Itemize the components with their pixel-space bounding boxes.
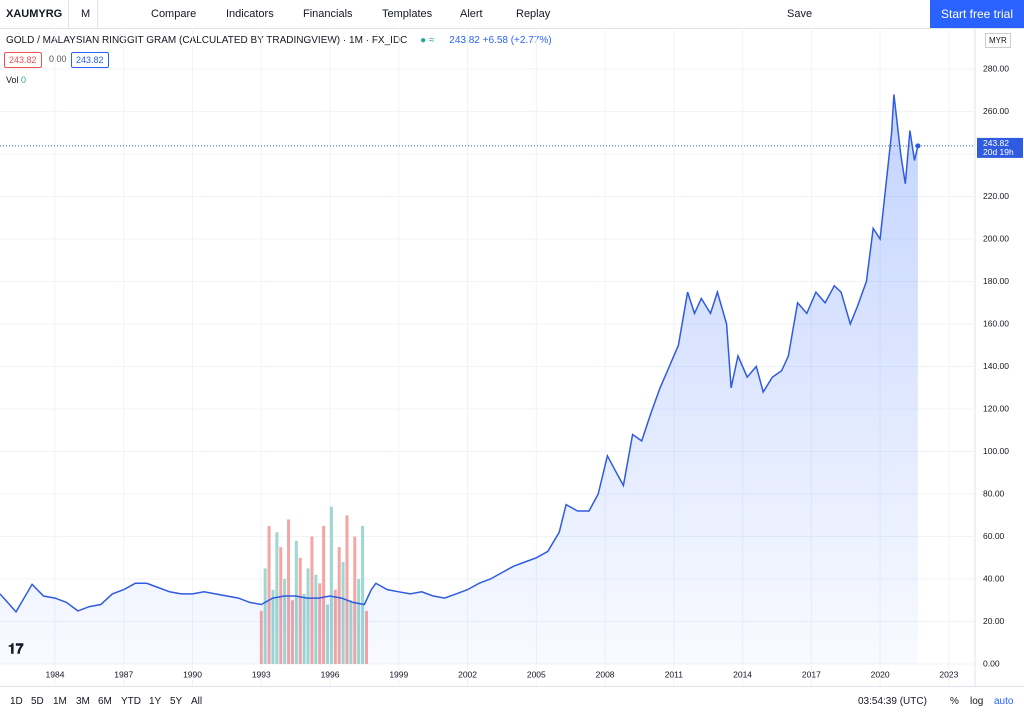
range-button[interactable]: 5Y bbox=[170, 696, 183, 707]
status: ● ≈ bbox=[420, 35, 435, 46]
volume-bar bbox=[267, 525, 271, 665]
symbol-name: GOLD / MALAYSIAN RINGGIT GRAM (CALCULATE… bbox=[6, 35, 341, 46]
x-tick-label: 2002 bbox=[458, 669, 477, 679]
bid: 243.82 bbox=[4, 52, 42, 68]
x-tick-label: 2008 bbox=[596, 669, 615, 679]
auto-toggle[interactable]: auto bbox=[994, 696, 1014, 707]
y-tick-label: 60.00 bbox=[983, 531, 1005, 541]
y-tick-label: 180.00 bbox=[983, 276, 1009, 286]
x-tick-label: 1984 bbox=[46, 669, 65, 679]
y-tick-label: 40.00 bbox=[983, 573, 1005, 583]
toolbar-button[interactable]: Financials bbox=[303, 8, 353, 20]
vol-label: Vol bbox=[6, 75, 19, 85]
last-point bbox=[915, 143, 921, 149]
y-tick-label: 160.00 bbox=[983, 318, 1009, 328]
x-tick-label: 2005 bbox=[527, 669, 546, 679]
range-button[interactable]: 1Y bbox=[149, 696, 162, 707]
x-tick-label: 2020 bbox=[871, 669, 890, 679]
interval[interactable]: M bbox=[81, 8, 91, 20]
currency[interactable]: MYR bbox=[985, 33, 1011, 48]
range-button[interactable]: 6M bbox=[98, 696, 112, 707]
x-tick-label: 1993 bbox=[252, 669, 271, 679]
y-tick-label: 200.00 bbox=[983, 233, 1009, 243]
area bbox=[0, 94, 918, 665]
save-button[interactable]: Save bbox=[787, 8, 813, 20]
percent-toggle[interactable]: % bbox=[950, 696, 959, 707]
x-tick-label: 1990 bbox=[183, 669, 202, 679]
x-tick-label: 2017 bbox=[802, 669, 821, 679]
y-tick-label: 0.00 bbox=[983, 658, 1000, 668]
toolbar-button[interactable]: Replay bbox=[516, 8, 551, 20]
x-tick-label: 1987 bbox=[114, 669, 133, 679]
y-tick-label: 140.00 bbox=[983, 361, 1009, 371]
y-tick-label: 280.00 bbox=[983, 63, 1009, 73]
volume-bar bbox=[361, 525, 365, 665]
volume-bar bbox=[322, 525, 326, 665]
volume-bar bbox=[353, 536, 357, 665]
x-tick-label: 1999 bbox=[389, 669, 408, 679]
bottom-bar: 1D 5D 1M 3M 6M YTD 1Y 5Y All 03:54:39 (UTC)% log au… bbox=[0, 686, 1024, 713]
range-button[interactable]: All bbox=[191, 696, 203, 707]
y-tick-label: 20.00 bbox=[983, 616, 1005, 626]
y-tick-label: 220.00 bbox=[983, 191, 1009, 201]
volume-legend: Vol 0 bbox=[6, 75, 26, 85]
toolbar-button[interactable]: Templates bbox=[382, 8, 433, 20]
x-tick-label: 2014 bbox=[733, 669, 752, 679]
y-tick-label: 80.00 bbox=[983, 488, 1005, 498]
toolbar-button[interactable]: Indicators bbox=[226, 8, 274, 20]
x-tick-label: 2023 bbox=[939, 669, 958, 679]
range-button[interactable]: 1D bbox=[10, 696, 23, 707]
range-button[interactable]: 3M bbox=[76, 696, 90, 707]
x-tick-label: 1996 bbox=[321, 669, 340, 679]
legend-interval: 1M bbox=[349, 35, 363, 46]
range-button[interactable]: 5D bbox=[31, 696, 44, 707]
y-tick-label: 120.00 bbox=[983, 403, 1009, 413]
chart: 𝟏𝟕 0.0020.0040.0060.0080.00100.00120.001… bbox=[0, 28, 1023, 686]
price: 243.82 bbox=[449, 35, 480, 46]
price-line bbox=[0, 94, 919, 614]
symbol[interactable]: XAUMYRG bbox=[6, 8, 63, 20]
clock: 03:54:39 (UTC) bbox=[858, 696, 927, 707]
source: FX_IDC bbox=[371, 35, 408, 46]
y-tick-label: 260.00 bbox=[983, 106, 1009, 116]
vol-value: 0 bbox=[21, 75, 27, 85]
x-tick-label: 2011 bbox=[665, 669, 684, 679]
ask: 243.82 bbox=[71, 52, 109, 68]
y-tick-label: 100.00 bbox=[983, 446, 1009, 456]
toolbar: XAUMYRG M Save Start free trial Compare I… bbox=[0, 0, 1024, 29]
volume-bar bbox=[345, 515, 349, 665]
volume-bar bbox=[329, 506, 333, 665]
spread: 0.00 bbox=[49, 54, 67, 64]
cta-button[interactable]: Start free trial bbox=[930, 0, 1024, 28]
legend-title: GOLD / MALAYSIAN RINGGIT GRAM (CALCULATE… bbox=[6, 35, 552, 46]
change: +6.58 (+2.77%) bbox=[482, 35, 552, 46]
log-toggle[interactable]: log bbox=[970, 696, 984, 707]
toolbar-button[interactable]: Alert bbox=[460, 8, 483, 20]
last-price-box bbox=[977, 137, 1023, 158]
toolbar-button[interactable]: Compare bbox=[151, 8, 197, 20]
countdown-label: 20d 19h bbox=[983, 147, 1014, 157]
volume-bar bbox=[287, 519, 291, 665]
range-button[interactable]: YTD bbox=[121, 696, 141, 707]
last-price-label: 243.82 bbox=[983, 138, 1009, 148]
range-button[interactable]: 1M bbox=[53, 696, 67, 707]
